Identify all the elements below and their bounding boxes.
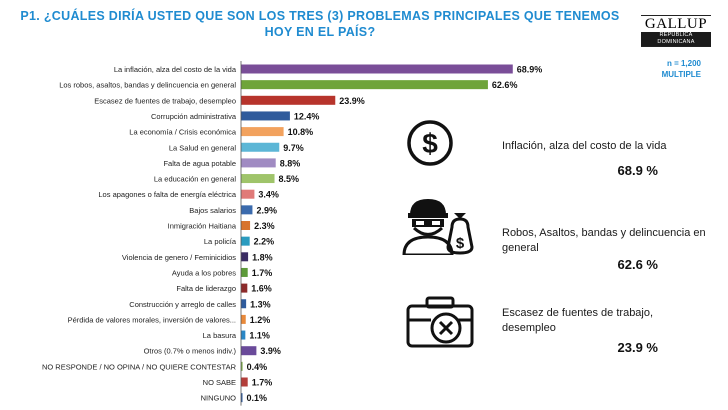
bar [241, 174, 275, 184]
value-label: 3.9% [260, 346, 281, 356]
bar [241, 158, 276, 168]
category-label: Ayuda a los pobres [172, 268, 236, 277]
bar [241, 189, 255, 199]
value-label: 1.6% [251, 284, 272, 294]
bar [241, 205, 253, 215]
bar [241, 221, 251, 230]
value-label: 8.8% [280, 158, 301, 168]
highlight-2-caption: Robos, Asaltos, bandas y delincuencia en… [502, 227, 706, 254]
value-label: 10.8% [288, 127, 314, 137]
value-label: 0.4% [247, 362, 268, 372]
bar [241, 236, 250, 246]
value-label: 1.7% [252, 378, 273, 388]
value-label: 2.9% [256, 205, 277, 215]
value-label: 9.7% [283, 143, 304, 153]
value-label: 1.2% [250, 315, 271, 325]
category-label: La policía [204, 237, 237, 246]
value-label: 12.4% [294, 111, 320, 121]
bar [241, 127, 284, 137]
bar [241, 95, 336, 105]
value-label: 0.1% [247, 393, 268, 403]
highlight-3-caption: Escasez de fuentes de trabajo, desempleo [502, 307, 654, 334]
category-label: La educación en general [154, 175, 236, 184]
svg-text:$: $ [422, 128, 438, 159]
bar [241, 361, 243, 371]
bar [241, 314, 246, 324]
category-label: NO RESPONDE / NO OPINA / NO QUIERE CONTE… [42, 362, 237, 371]
value-label: 3.4% [258, 190, 279, 200]
value-label: 8.5% [279, 174, 300, 184]
sample-info: n = 1,200 MULTIPLE [662, 58, 701, 80]
category-label: Inmigración Haitiana [168, 222, 237, 231]
value-label: 1.7% [252, 268, 273, 278]
category-label: Construcción y arreglo de calles [129, 300, 236, 309]
bar [241, 393, 243, 403]
value-label: 1.1% [249, 331, 270, 341]
dollar-icon: $ [407, 120, 453, 166]
bar [241, 299, 247, 309]
category-label: La basura [203, 331, 237, 340]
value-label: 23.9% [339, 96, 365, 106]
value-label: 68.9% [517, 65, 543, 75]
bar [241, 330, 246, 340]
value-label: 1.3% [250, 299, 271, 309]
category-label: NINGUNO [201, 394, 237, 403]
highlight-3-value: 23.9 % [617, 340, 658, 355]
gallup-logo: GALLUP REPÚBLICA DOMINICANA [641, 15, 711, 47]
category-label: Violencia de genero / Feminicidios [122, 253, 236, 262]
logo-name: GALLUP [644, 16, 708, 32]
chart-title: P1. ¿CUÁLES DIRÍA USTED QUE SON LOS TRES… [20, 9, 620, 39]
category-label: Los robos, asaltos, bandas y delincuenci… [59, 81, 236, 90]
value-label: 2.2% [254, 237, 275, 247]
value-label: 2.3% [254, 221, 275, 231]
highlight-2-value: 62.6 % [617, 257, 658, 272]
category-label: Otros (0.7% o menos indiv.) [144, 347, 237, 356]
value-label: 1.8% [252, 252, 273, 262]
briefcase-x-icon [406, 296, 474, 348]
bar [241, 377, 248, 387]
robber-icon: $ [402, 199, 474, 255]
bar [241, 346, 257, 356]
sample-size: n = 1,200 [666, 59, 701, 68]
category-label: Bajos salarios [189, 206, 236, 215]
logo-subtitle: REPÚBLICA DOMINICANA [641, 32, 711, 46]
svg-text:$: $ [456, 235, 465, 252]
highlight-1-value: 68.9 % [617, 163, 658, 178]
category-label: Corrupción administrativa [151, 112, 237, 121]
category-label: Pérdida de valores morales, inversión de… [68, 315, 236, 324]
bar [241, 267, 248, 277]
category-label: Falta de agua potable [163, 159, 236, 168]
category-label: Escasez de fuentes de trabajo, desempleo [94, 96, 236, 105]
bar [241, 111, 290, 121]
highlight-1-caption: Inflación, alza del costo de la vida [502, 140, 667, 152]
category-label: Los apagones o falta de energía eléctric… [98, 190, 236, 199]
category-label: La Salud en general [169, 143, 236, 152]
bar [241, 142, 280, 152]
value-label: 62.6% [492, 80, 518, 90]
bar [241, 64, 513, 74]
category-label: La economía / Crisis económica [129, 128, 237, 137]
bar [241, 80, 488, 90]
bar [241, 252, 249, 262]
category-label: NO SABE [203, 378, 236, 387]
sample-type: MULTIPLE [661, 70, 701, 79]
category-label: La inflación, alza del costo de la vida [114, 65, 237, 74]
bar [241, 283, 248, 293]
category-label: Falta de liderazgo [176, 284, 236, 293]
